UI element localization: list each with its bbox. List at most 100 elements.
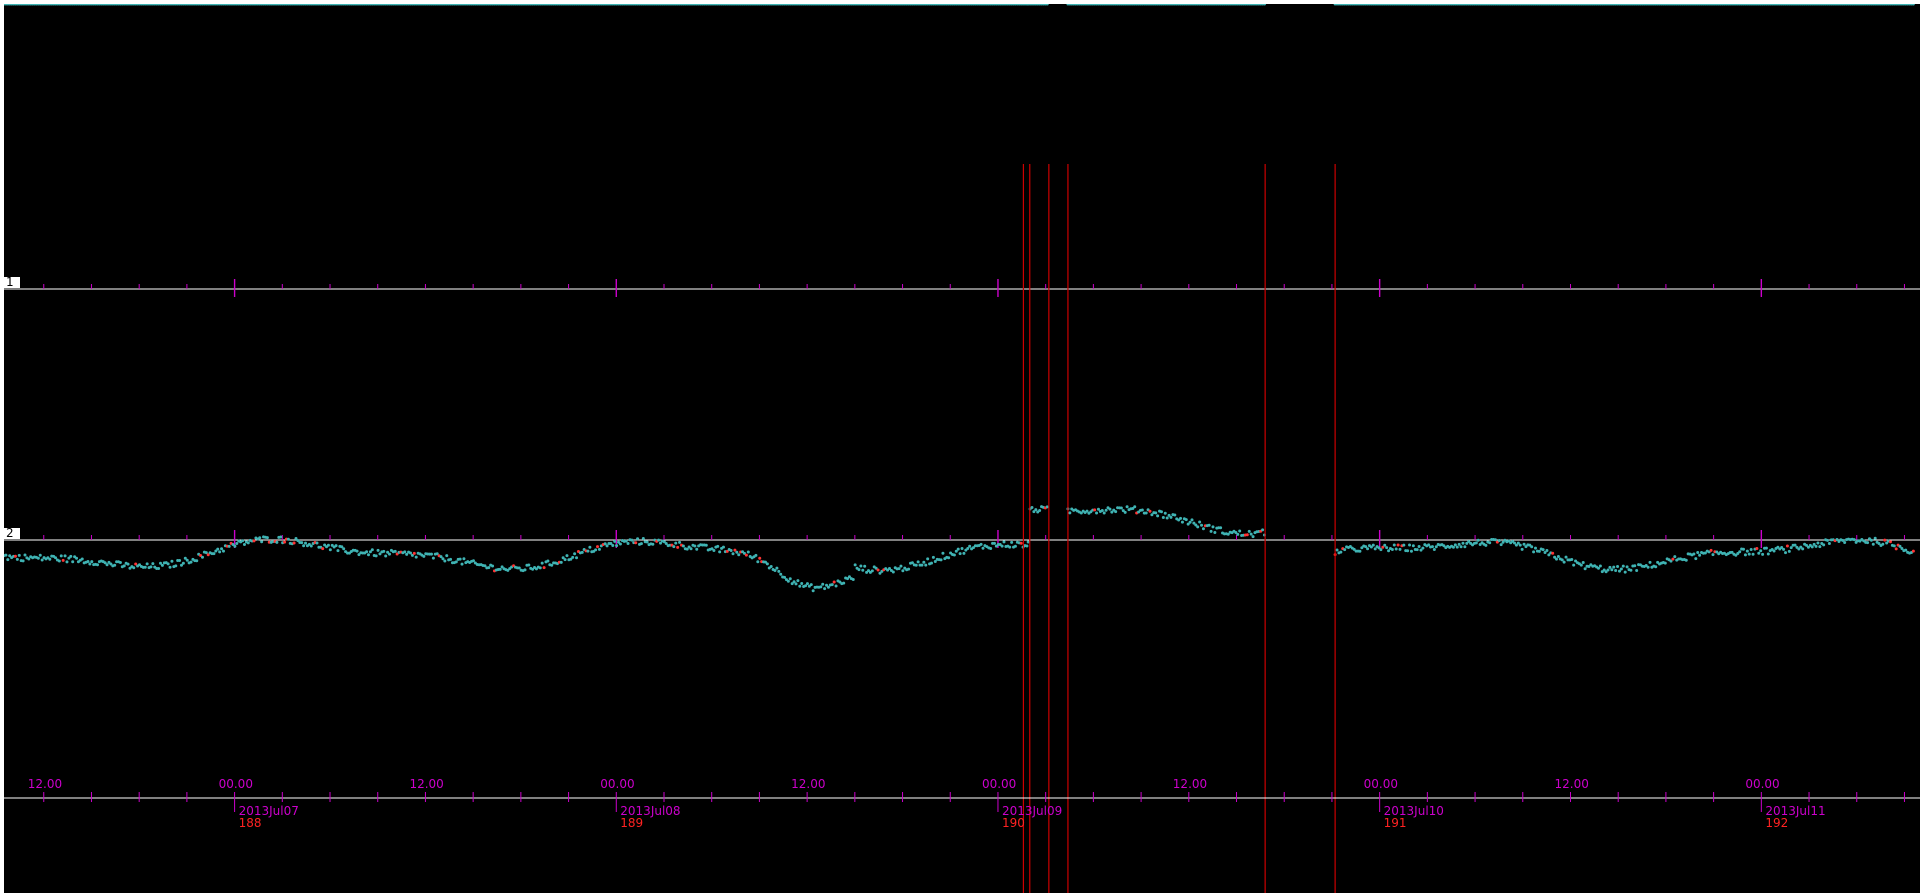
panel-2-point <box>441 557 445 561</box>
panel-2-point <box>941 551 945 555</box>
panel-2-point <box>636 537 640 541</box>
panel-2-point <box>1119 506 1123 510</box>
panel-2-point <box>1556 555 1560 559</box>
panel-2-point <box>1411 544 1415 548</box>
panel-2-point <box>4 553 8 557</box>
panel-2-point <box>617 540 621 544</box>
panel-2-point <box>1398 547 1402 551</box>
panel-2-point <box>355 549 359 553</box>
panel-2-point <box>1392 543 1396 547</box>
hour-tick-label: 12.00 <box>28 777 62 791</box>
panel-2-point <box>1583 567 1587 571</box>
panel-2-point <box>221 549 225 553</box>
panel-2-point <box>435 552 439 556</box>
time-series-chart[interactable]: 1 2 12.00 00.00 12.00 00.00 12.00 00.00 12.00 00.… <box>4 4 1920 893</box>
panel-2-point <box>857 568 861 572</box>
panel-2-point <box>903 566 907 570</box>
panel-2-point <box>859 564 863 568</box>
panel-2-point <box>1866 541 1870 545</box>
panel-2-point <box>132 566 136 570</box>
panel-2-point <box>65 560 69 564</box>
panel-2-point <box>1419 548 1423 552</box>
panel-2-point <box>1457 542 1461 546</box>
panel-2-point <box>1339 550 1343 554</box>
panel-2-point <box>1100 509 1104 513</box>
panel-2-point <box>1095 511 1099 515</box>
panel-2-point <box>1633 564 1637 568</box>
panel-2-point <box>971 546 975 550</box>
panel-2-point <box>924 563 928 567</box>
panel-2-point <box>1684 558 1688 562</box>
panel-2-point <box>1161 516 1165 520</box>
panel-2-point <box>158 561 162 565</box>
panel-2-point <box>565 554 569 558</box>
panel-2-point <box>575 556 579 560</box>
panel-1-point <box>1911 4 1915 6</box>
panel-2-point <box>235 542 239 546</box>
panel-2-point <box>1581 560 1585 564</box>
panel-2-point <box>1366 547 1370 551</box>
panel-2-point <box>1484 543 1488 547</box>
panel-2-point <box>57 559 61 563</box>
panel-2-point <box>6 558 10 562</box>
day-of-year-label: 191 <box>1384 816 1407 830</box>
panel-2-point <box>75 556 79 560</box>
panel-2-point <box>1822 543 1826 547</box>
panel-2-point <box>756 560 760 564</box>
panel-2-point <box>151 562 155 566</box>
panel-2-point <box>1604 570 1608 574</box>
panel-2-point <box>471 559 475 563</box>
panel-2-point <box>1261 528 1265 532</box>
panel-2-point <box>1541 548 1545 552</box>
panel-2-point <box>695 547 699 551</box>
panel-2-outlier-point <box>61 558 65 562</box>
panel-2-point <box>1032 510 1036 514</box>
panel-2-point <box>1169 515 1173 519</box>
panel-2-point <box>1841 538 1845 542</box>
panel-2-point <box>1545 548 1549 552</box>
day-of-year-label: 188 <box>239 816 262 830</box>
panel-2-point <box>357 553 361 557</box>
panel-2-point <box>672 545 676 549</box>
panel-2-point <box>804 584 808 588</box>
panel-2-point <box>200 555 204 559</box>
panel-2-point <box>365 550 369 554</box>
panel-2-point <box>626 542 630 546</box>
panel-2-point <box>1140 508 1144 512</box>
panel-2-point <box>1236 532 1240 536</box>
panel-2-point <box>1513 541 1517 545</box>
panel-2-point <box>1383 543 1387 547</box>
panel-2-point <box>246 541 250 545</box>
panel-2-outlier-point <box>676 545 680 549</box>
panel-2-point <box>212 552 216 556</box>
panel-2-point <box>405 552 409 556</box>
panel-2-point <box>367 553 371 557</box>
panel-2-point <box>414 555 418 559</box>
panel-2-point <box>178 559 182 563</box>
panel-2-point <box>1156 514 1160 518</box>
panel-2-point <box>1442 544 1446 548</box>
panel-1-point <box>1263 4 1267 6</box>
panel-2-point <box>166 562 170 566</box>
panel-2-point <box>888 567 892 571</box>
date-label: 2013Jul10 <box>1384 804 1444 818</box>
panel-2-point <box>1623 570 1627 574</box>
panel-2-point <box>1186 522 1190 526</box>
panel-2-outlier-point <box>1381 545 1385 549</box>
panel-2-point <box>195 559 199 563</box>
panel-2-outlier-point <box>292 541 296 545</box>
panel-2-point <box>1478 542 1482 546</box>
panel-2-point <box>721 545 725 549</box>
panel-2-point <box>429 552 433 556</box>
panel-2-point <box>1621 564 1625 568</box>
panel-2-point <box>559 560 563 564</box>
panel-2-point <box>1801 547 1805 551</box>
panel-2-point <box>1417 544 1421 548</box>
panel-2-point <box>1000 544 1004 548</box>
panel-2-point <box>1606 568 1610 572</box>
panel-2-point <box>300 541 304 545</box>
panel-2-outlier-point <box>252 539 256 543</box>
panel-2-point <box>1207 523 1211 527</box>
panel-2-point <box>1814 544 1818 548</box>
panel-2-point <box>788 577 792 581</box>
